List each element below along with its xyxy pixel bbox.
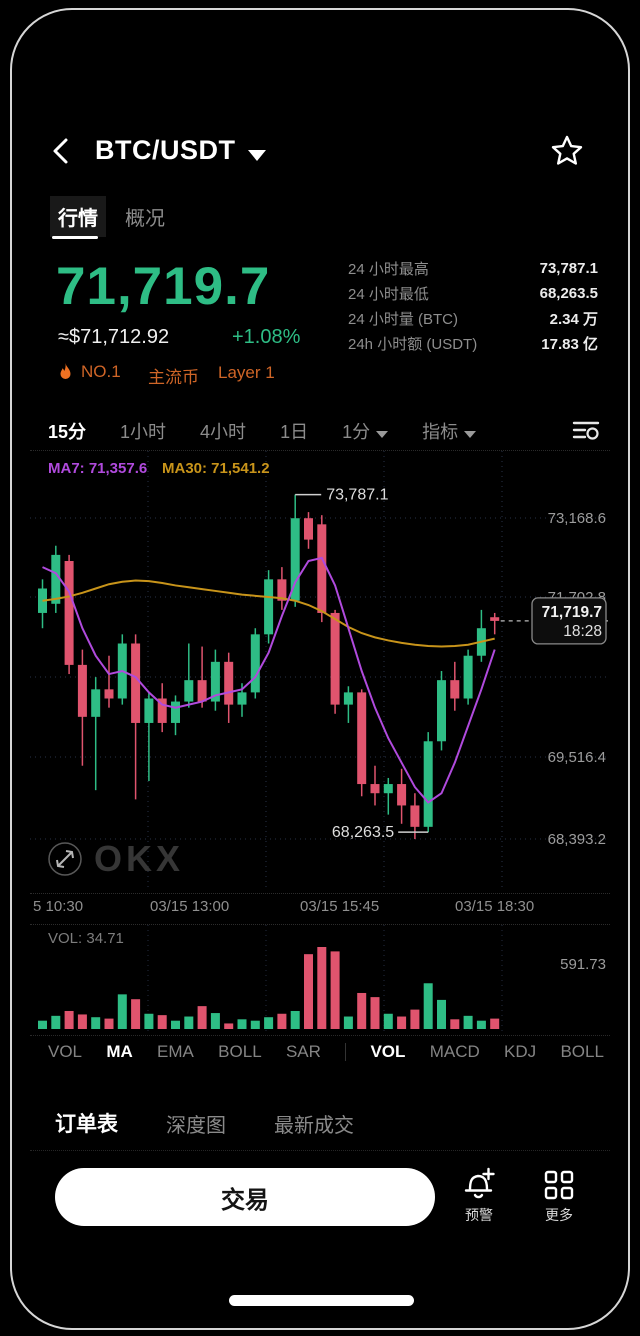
time-axis-label: 03/15 13:00 — [150, 898, 230, 915]
indicator-tabs: VOL MA EMA BOLL SAR VOL MACD KDJ BOLL — [48, 1042, 604, 1062]
stats-panel: 24 小时最高 73,787.1 24 小时最低 68,263.5 24 小时量 (BT… — [348, 256, 598, 356]
timeframe-1日[interactable]: 1日 — [280, 422, 309, 442]
time-axis-label: 03/15 18:30 — [455, 898, 535, 915]
indicator-tab-boll-3[interactable]: BOLL — [218, 1042, 262, 1061]
price-change: +1.08% — [232, 326, 301, 348]
orderbook-tabs: 订单表 深度图 最新成交 — [55, 1108, 354, 1138]
section-divider — [30, 1150, 610, 1151]
svg-text:VOL: 34.71: VOL: 34.71 — [48, 930, 124, 947]
indicator-tab-kdj-7[interactable]: KDJ — [504, 1042, 537, 1061]
timeframe-row: 15分 1小时 4小时 1日 1分 指标 — [48, 418, 548, 444]
tab-overview[interactable]: 概况 — [125, 208, 165, 230]
indicator-tab-ma-1[interactable]: MA — [106, 1042, 133, 1061]
svg-text:71,719.7: 71,719.7 — [542, 604, 602, 621]
stat-row: 24 小时量 (BTC) 2.34 万 — [348, 306, 598, 331]
stat-label: 24 小时最高 — [348, 261, 429, 278]
time-axis-label: 03/15 15:45 — [300, 898, 380, 915]
back-button[interactable] — [50, 136, 74, 171]
stat-value: 17.83 亿 — [541, 336, 598, 353]
indicator-tab-vol-0[interactable]: VOL — [48, 1042, 83, 1061]
indicator-settings-button[interactable] — [572, 418, 600, 447]
indicator-settings-icon — [572, 421, 600, 440]
more-label: 更多 — [545, 1207, 573, 1223]
rank-badge-label: NO.1 — [81, 362, 121, 381]
star-icon — [551, 135, 583, 165]
chevron-down-icon — [376, 431, 389, 438]
grid-more-icon — [544, 1170, 574, 1200]
trade-button[interactable]: 交易 — [55, 1168, 435, 1226]
category-badge-layer1[interactable]: Layer 1 — [218, 363, 275, 382]
svg-text:68,393.2: 68,393.2 — [548, 831, 606, 848]
indicator-tab-sar-4[interactable]: SAR — [285, 1042, 321, 1061]
bottom-tab-订单表[interactable]: 订单表 — [55, 1113, 118, 1136]
svg-text:69,516.4: 69,516.4 — [548, 749, 606, 766]
stat-label: 24 小时最低 — [348, 286, 429, 303]
stat-row: 24h 小时额 (USDT) 17.83 亿 — [348, 331, 598, 356]
timeframe-1小时[interactable]: 1小时 — [120, 422, 167, 442]
bell-plus-icon — [464, 1167, 495, 1199]
timeframe-4小时[interactable]: 4小时 — [200, 422, 247, 442]
stat-value: 68,263.5 — [539, 285, 598, 302]
last-price: 71,719.7 — [56, 257, 271, 316]
indicator-tab-vol-5[interactable]: VOL — [370, 1042, 406, 1061]
svg-text:MA7: 71,357.6: MA7: 71,357.6 — [48, 460, 147, 477]
trade-button-label: 交易 — [55, 1168, 435, 1226]
time-axis-label: 5 10:30 — [33, 898, 84, 915]
indicator-tab-boll-8[interactable]: BOLL — [560, 1042, 604, 1061]
category-badge-mainstream[interactable]: 主流币 — [148, 368, 199, 387]
tab-market[interactable]: 行情 — [50, 196, 106, 237]
indicator-tab-macd-6[interactable]: MACD — [429, 1042, 480, 1061]
timeframe-15分[interactable]: 15分 — [48, 422, 87, 442]
fiat-price: ≈$71,712.92 — [58, 326, 170, 348]
indicator-divider — [345, 1043, 347, 1061]
stat-value: 73,787.1 — [539, 260, 598, 277]
rank-badge[interactable]: NO.1 — [58, 362, 121, 382]
more-button[interactable]: 更多 — [542, 1166, 576, 1225]
svg-text:73,787.1: 73,787.1 — [326, 487, 388, 504]
stat-row: 24 小时最高 73,787.1 — [348, 256, 598, 281]
alert-button[interactable]: 预警 — [462, 1166, 496, 1225]
stat-value: 2.34 万 — [549, 311, 598, 328]
svg-text:OKX: OKX — [94, 838, 184, 879]
alert-label: 预警 — [465, 1207, 493, 1223]
time-axis: 5 10:30 03/15 13:00 03/15 15:45 03/15 18:30 — [30, 893, 610, 925]
timeframe-1分[interactable]: 1分 — [342, 418, 389, 444]
stat-row: 24 小时最低 68,263.5 — [348, 281, 598, 306]
svg-text:591.73: 591.73 — [560, 956, 606, 973]
svg-text:MA30: 71,541.2: MA30: 71,541.2 — [162, 460, 270, 477]
flame-icon — [60, 362, 71, 379]
pair-dropdown-icon[interactable] — [248, 150, 266, 161]
timeframe-指标[interactable]: 指标 — [422, 418, 477, 444]
bottom-tab-深度图[interactable]: 深度图 — [166, 1114, 226, 1137]
stat-label: 24 小时量 (BTC) — [348, 311, 459, 328]
stat-label: 24h 小时额 (USDT) — [348, 336, 478, 353]
back-chevron-icon — [53, 138, 68, 164]
home-indicator[interactable] — [229, 1295, 414, 1306]
tab-market-underline — [52, 236, 98, 239]
svg-text:68,263.5: 68,263.5 — [332, 824, 394, 841]
indicator-tab-ema-2[interactable]: EMA — [157, 1042, 194, 1061]
svg-text:18:28: 18:28 — [563, 623, 602, 640]
pair-title[interactable]: BTC/USDT — [95, 135, 236, 165]
bottom-tab-最新成交[interactable]: 最新成交 — [274, 1114, 354, 1137]
volume-chart[interactable]: VOL: 34.71 591.73 — [30, 925, 610, 1036]
chevron-down-icon — [464, 431, 477, 438]
svg-text:73,168.6: 73,168.6 — [548, 510, 606, 527]
favorite-button[interactable] — [550, 134, 584, 173]
